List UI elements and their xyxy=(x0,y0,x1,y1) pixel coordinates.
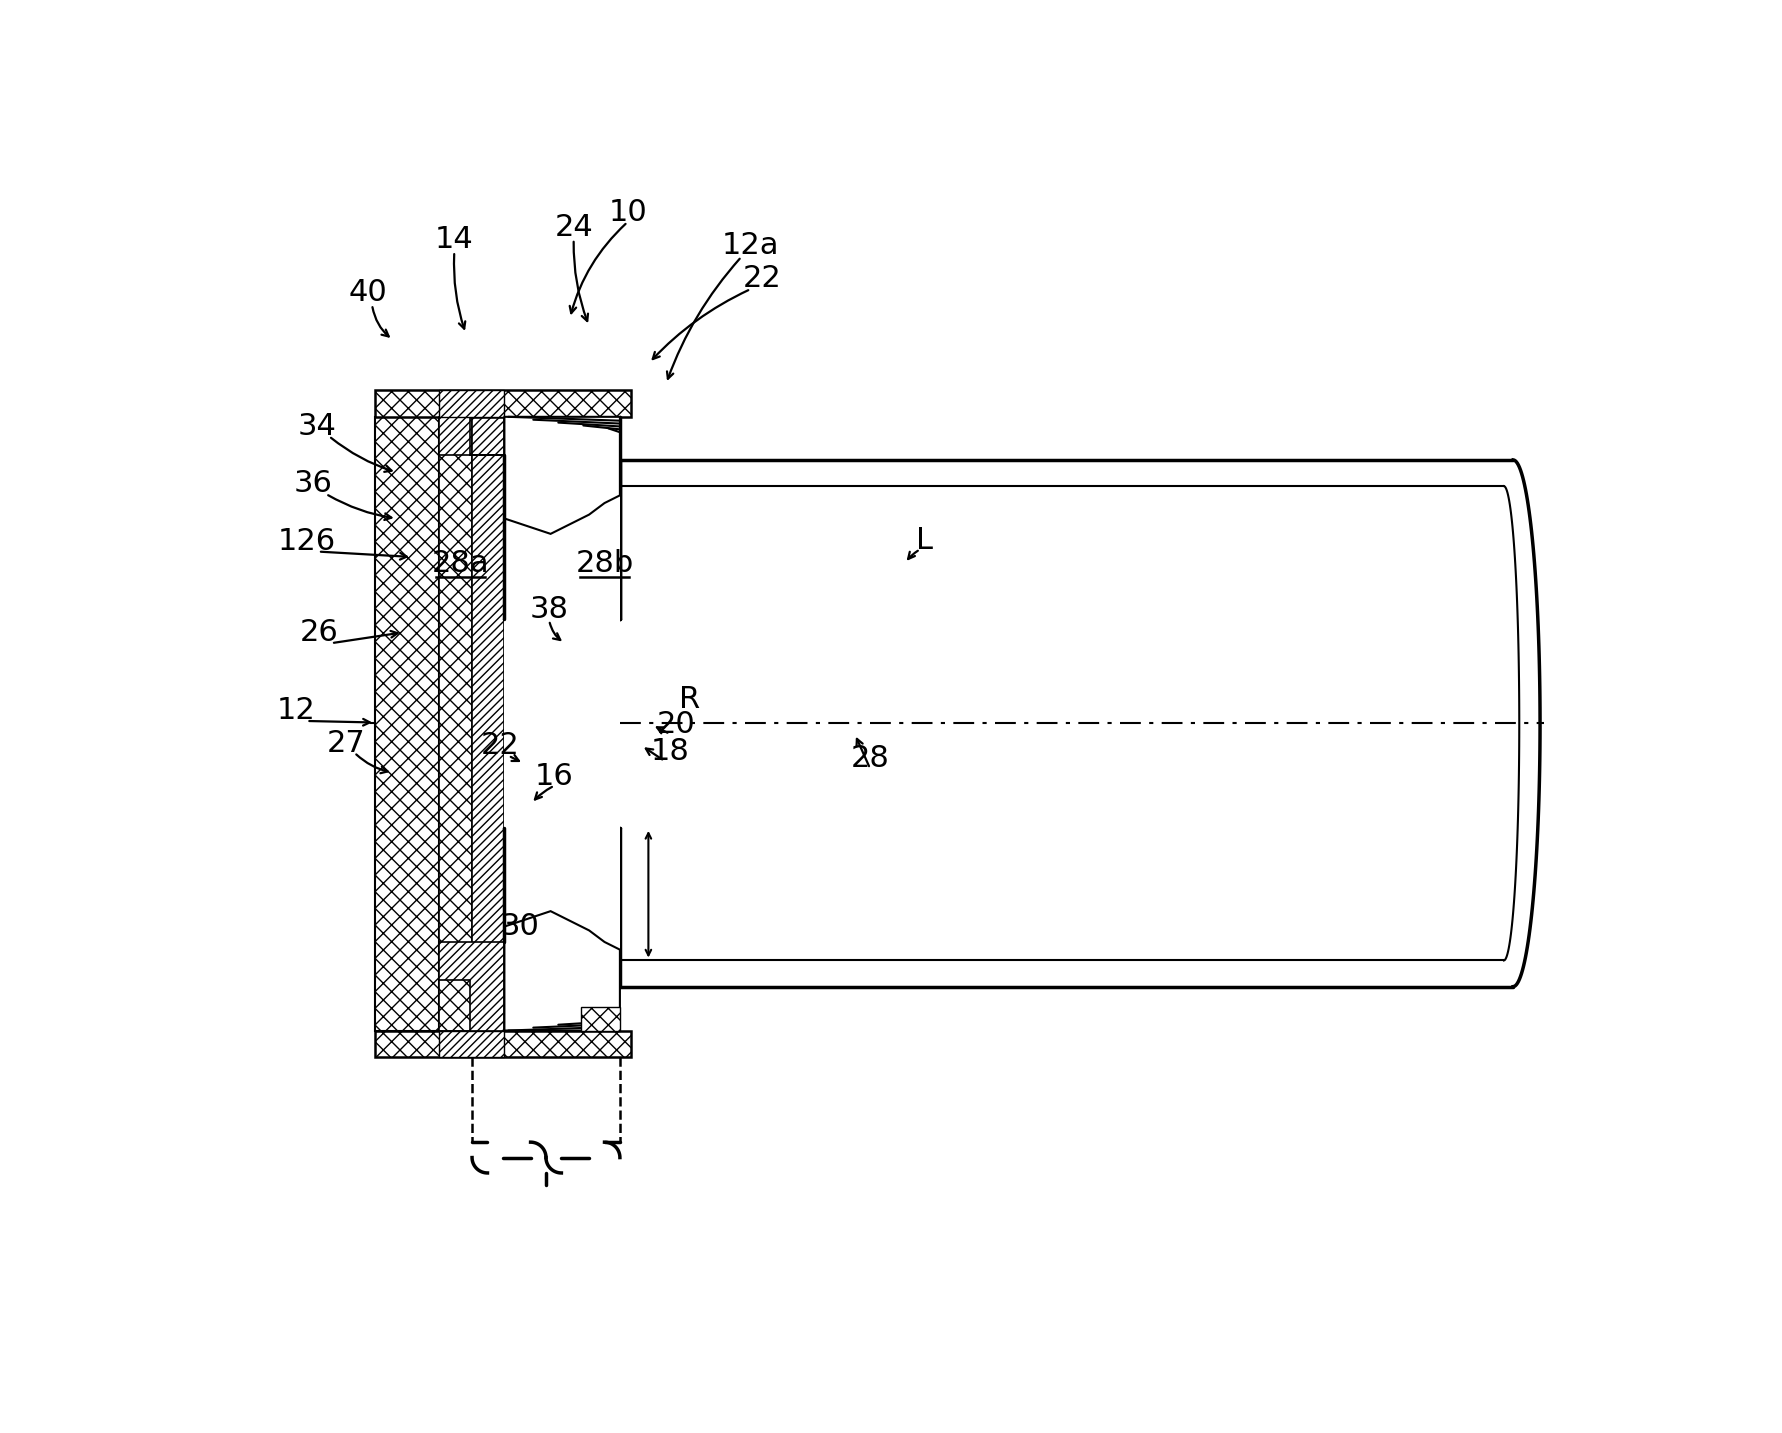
Polygon shape xyxy=(438,417,504,456)
Polygon shape xyxy=(374,417,438,1030)
Polygon shape xyxy=(438,417,472,1030)
Polygon shape xyxy=(438,941,504,1030)
Text: 12a: 12a xyxy=(722,231,779,259)
Text: 126: 126 xyxy=(278,527,335,556)
Text: 30: 30 xyxy=(501,911,540,941)
Text: 34: 34 xyxy=(298,411,337,440)
Polygon shape xyxy=(504,417,620,535)
Text: 28: 28 xyxy=(850,744,889,774)
Text: 10: 10 xyxy=(608,198,647,226)
Text: 18: 18 xyxy=(650,737,690,765)
Text: 38: 38 xyxy=(529,595,568,623)
Polygon shape xyxy=(472,417,504,1030)
Text: L: L xyxy=(916,526,932,555)
Text: R: R xyxy=(679,685,700,714)
Polygon shape xyxy=(374,390,631,417)
Text: 27: 27 xyxy=(328,729,365,758)
Text: 22: 22 xyxy=(481,731,520,759)
Text: 26: 26 xyxy=(299,618,339,646)
Polygon shape xyxy=(581,1007,620,1030)
Polygon shape xyxy=(504,828,620,1030)
Text: 22: 22 xyxy=(743,264,782,292)
Text: 12: 12 xyxy=(278,696,315,725)
Polygon shape xyxy=(374,1030,631,1058)
Text: 16: 16 xyxy=(535,762,574,791)
Text: 28a: 28a xyxy=(431,549,490,577)
Polygon shape xyxy=(438,1030,504,1058)
Polygon shape xyxy=(504,911,620,1030)
Text: 40: 40 xyxy=(349,278,387,307)
Text: 24: 24 xyxy=(554,214,593,242)
Text: 36: 36 xyxy=(294,470,333,499)
Text: 28b: 28b xyxy=(576,549,634,577)
Polygon shape xyxy=(504,456,620,941)
Polygon shape xyxy=(438,390,504,417)
Text: 20: 20 xyxy=(658,711,695,739)
Text: 14: 14 xyxy=(435,225,474,254)
